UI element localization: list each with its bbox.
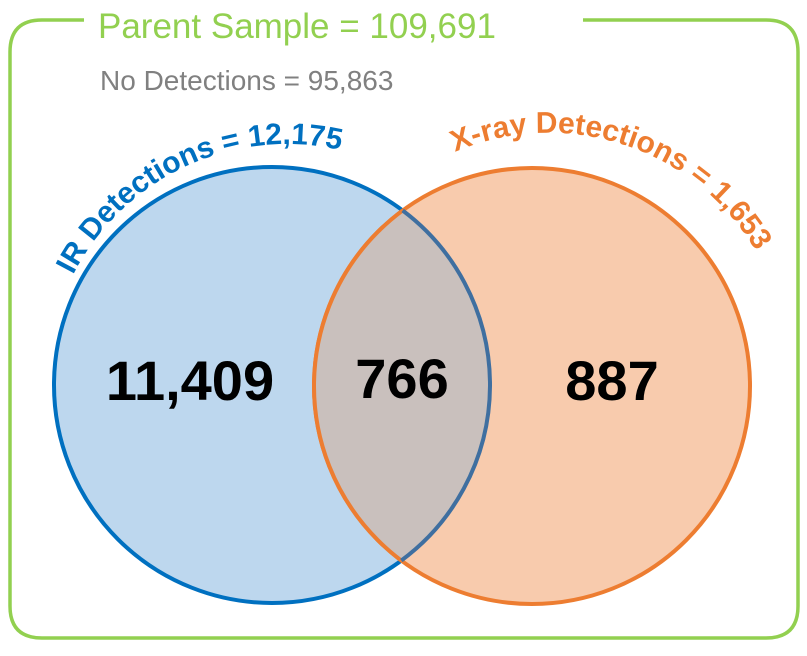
parent-sample-title: Parent Sample = 109,691 (98, 7, 496, 46)
overlap-region (314, 168, 490, 603)
overlap-boundary-xray (312, 167, 490, 603)
no-detections-label: No Detections = 95,863 (100, 65, 393, 96)
overlap-boundary-ir (400, 208, 492, 563)
ir-only-count: 11,409 (106, 349, 274, 412)
xray-only-count: 887 (565, 349, 658, 412)
overlap-count: 766 (355, 347, 448, 410)
parent-sample-frame (8, 18, 800, 640)
